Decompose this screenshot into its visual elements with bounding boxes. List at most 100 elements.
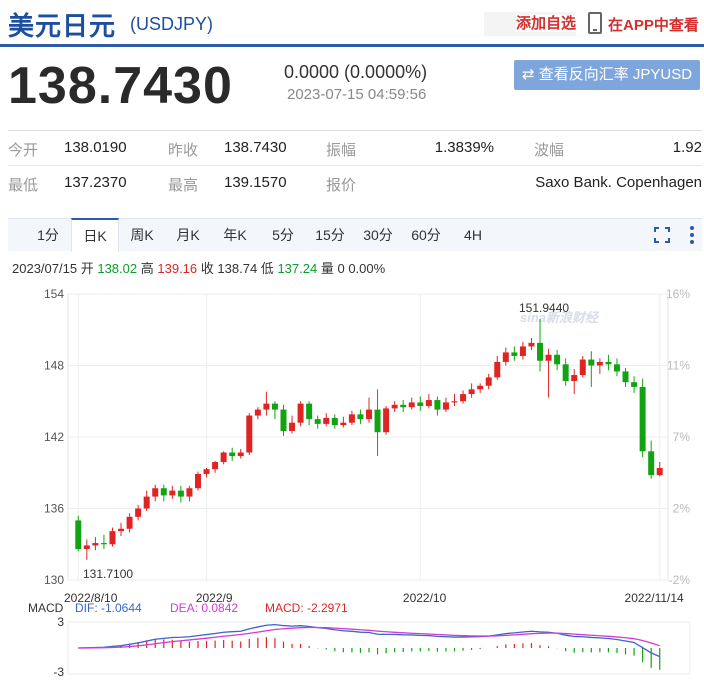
candle-body xyxy=(143,496,150,509)
candle-body xyxy=(434,400,441,410)
x-tick-label: 2022/9 xyxy=(196,591,233,605)
candle-body xyxy=(169,490,176,496)
tab-15min[interactable]: 15分 xyxy=(315,227,345,243)
candle-body xyxy=(254,409,261,416)
y-tick-label: 148 xyxy=(44,359,64,373)
candle-body xyxy=(460,394,467,402)
candle-body xyxy=(289,422,296,432)
stat-value-range: 1.92 xyxy=(672,139,702,156)
stat-value-open: 138.0190 xyxy=(64,139,127,156)
ohlc-low-label: 低 xyxy=(260,261,274,276)
reverse-rate-button[interactable]: ⇄ 查看反向汇率 JPYUSD xyxy=(514,60,700,90)
ohlc-open-label: 开 xyxy=(80,261,94,276)
candle-body xyxy=(383,408,390,433)
candle-body xyxy=(348,414,355,423)
candle-body xyxy=(451,401,458,403)
max-price-label: 151.9440 xyxy=(519,301,569,315)
stats-row-1: 今开 138.0190 昨收 138.7430 振幅 1.3839% 波幅 1.… xyxy=(8,130,702,166)
dif-line xyxy=(78,623,660,658)
x-tick-label: 2022/10 xyxy=(403,591,447,605)
candle-body xyxy=(237,452,244,457)
candle-body xyxy=(554,354,561,365)
add-watchlist-label: 添加自选 xyxy=(516,15,577,32)
candle-body xyxy=(152,488,159,497)
ohlc-close-label: 收 xyxy=(200,261,214,276)
candle-body xyxy=(194,473,201,489)
ohlc-low: 137.24 xyxy=(277,261,318,276)
y-tick-label: 142 xyxy=(44,430,64,444)
ohlc-vol-label: 量 xyxy=(320,261,334,276)
ohlc-open: 138.02 xyxy=(97,261,138,276)
open-in-app-link[interactable]: 在APP中查看 xyxy=(588,12,699,38)
candle-body xyxy=(177,490,184,497)
candle-body xyxy=(485,377,492,386)
macd-label: MACD xyxy=(28,601,64,615)
candle-body xyxy=(588,359,595,366)
x-tick-label: 2022/8/10 xyxy=(64,591,118,605)
phone-icon xyxy=(588,12,602,34)
more-options-icon[interactable] xyxy=(690,225,694,245)
candle-body xyxy=(220,452,227,463)
tab-monthly[interactable]: 月K xyxy=(176,227,200,243)
macd-panel: 3 -3 xyxy=(53,615,691,679)
stat-value-prevclose: 138.7430 xyxy=(224,139,287,156)
tab-daily[interactable]: 日K xyxy=(71,218,119,252)
candle-body xyxy=(442,402,449,410)
chart-grid xyxy=(67,293,669,581)
pct-tick-label: -2% xyxy=(669,573,691,587)
candle-body xyxy=(92,543,99,546)
candle-body xyxy=(391,404,398,409)
candle-body xyxy=(229,452,236,457)
dea-line xyxy=(78,626,660,649)
candle-body xyxy=(408,402,415,408)
candle-body xyxy=(605,361,612,365)
candle-body xyxy=(494,361,501,378)
current-price: 138.7430 xyxy=(8,57,233,115)
min-price-label: 131.7100 xyxy=(83,567,133,581)
candle-body xyxy=(528,342,535,347)
candle-body xyxy=(417,402,424,407)
pair-code: (USDJPY) xyxy=(130,14,214,34)
candle-body xyxy=(118,528,125,532)
tab-4h[interactable]: 4H xyxy=(464,227,482,243)
tab-60min[interactable]: 60分 xyxy=(411,227,441,243)
candle-body xyxy=(579,359,586,376)
stat-label-open: 今开 xyxy=(8,142,39,159)
fullscreen-icon[interactable] xyxy=(654,227,670,243)
tab-30min[interactable]: 30分 xyxy=(363,227,393,243)
pct-tick-label: 16% xyxy=(666,287,690,301)
stat-value-quoter: Saxo Bank. Copenhagen xyxy=(535,174,702,191)
stat-label-low: 最低 xyxy=(8,177,39,194)
candle-body xyxy=(263,403,270,410)
candle-body xyxy=(280,409,287,432)
candle-body xyxy=(203,469,210,474)
candle-body xyxy=(425,400,432,407)
candle-body xyxy=(75,520,82,550)
tab-5min[interactable]: 5分 xyxy=(272,227,294,243)
candle-body xyxy=(631,382,638,387)
candle-body xyxy=(562,364,569,381)
ohlc-high: 139.16 xyxy=(157,261,198,276)
price-change: 0.0000 (0.0000%) xyxy=(284,62,428,82)
candle-body xyxy=(639,386,646,452)
stat-label-high: 最高 xyxy=(168,177,199,194)
tab-1min[interactable]: 1分 xyxy=(37,227,59,243)
candle-body xyxy=(613,364,620,372)
tab-weekly[interactable]: 周K xyxy=(130,227,154,243)
candle-body xyxy=(306,403,313,420)
candle-body xyxy=(400,404,407,408)
macd-tick-label: 3 xyxy=(57,615,64,629)
candle-body xyxy=(331,417,338,426)
candle-body xyxy=(622,371,629,383)
candle-body xyxy=(502,352,509,362)
period-tabs: 1分 日K 周K 月K 年K 5分 15分 30分 60分 4H xyxy=(8,218,702,252)
add-watchlist-button[interactable]: 添加自选 xyxy=(484,12,577,36)
candle-body xyxy=(100,543,107,545)
stats-row-2: 最低 137.2370 最高 139.1570 报价 Saxo Bank. Co… xyxy=(8,166,702,200)
y-tick-label: 130 xyxy=(44,573,64,587)
y-tick-label: 154 xyxy=(44,287,64,301)
candles xyxy=(75,319,663,560)
tab-yearly[interactable]: 年K xyxy=(223,227,247,243)
candle-body xyxy=(537,342,544,361)
